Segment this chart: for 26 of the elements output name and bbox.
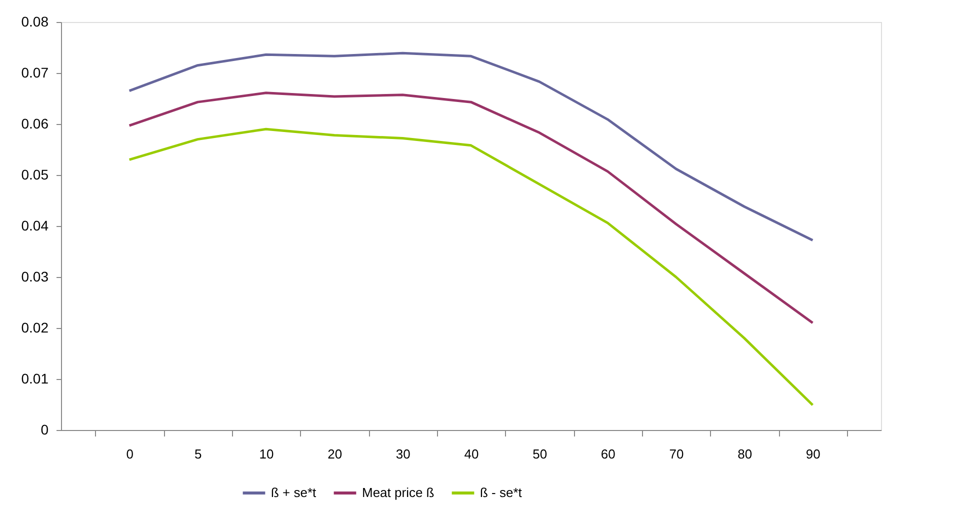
y-tick-label: 0.02 [21, 320, 49, 336]
y-tick-label: 0.07 [21, 64, 49, 80]
x-tick-label: 40 [464, 446, 479, 462]
y-tick-label: 0.04 [21, 218, 49, 234]
line-series [128, 92, 814, 324]
y-tick-label: 0 [40, 422, 49, 438]
x-tick-label: 50 [532, 446, 548, 462]
y-tick-label: 0.01 [21, 370, 49, 386]
x-tick-label: 60 [600, 446, 616, 462]
x-tick-label: 80 [738, 446, 752, 462]
x-tick-label: 20 [328, 446, 342, 462]
legend-label: ß + se*t [271, 485, 317, 500]
x-tick-label: 90 [806, 446, 820, 462]
x-tick-label: 30 [396, 446, 410, 462]
y-tick-label: 0.03 [21, 268, 49, 284]
line-series [128, 52, 814, 242]
x-tick-label: 5 [194, 446, 202, 462]
x-tick-label: 0 [126, 446, 134, 462]
x-tick-label: 10 [259, 446, 274, 462]
y-tick-label: 0.06 [21, 116, 49, 132]
legend-label: ß - se*t [480, 485, 522, 500]
y-tick-label: 0.08 [21, 14, 49, 30]
y-tick-label: 0.05 [21, 166, 49, 182]
line-series [128, 128, 814, 406]
legend-label: Meat price ß [362, 485, 434, 500]
x-tick-label: 70 [669, 446, 684, 462]
